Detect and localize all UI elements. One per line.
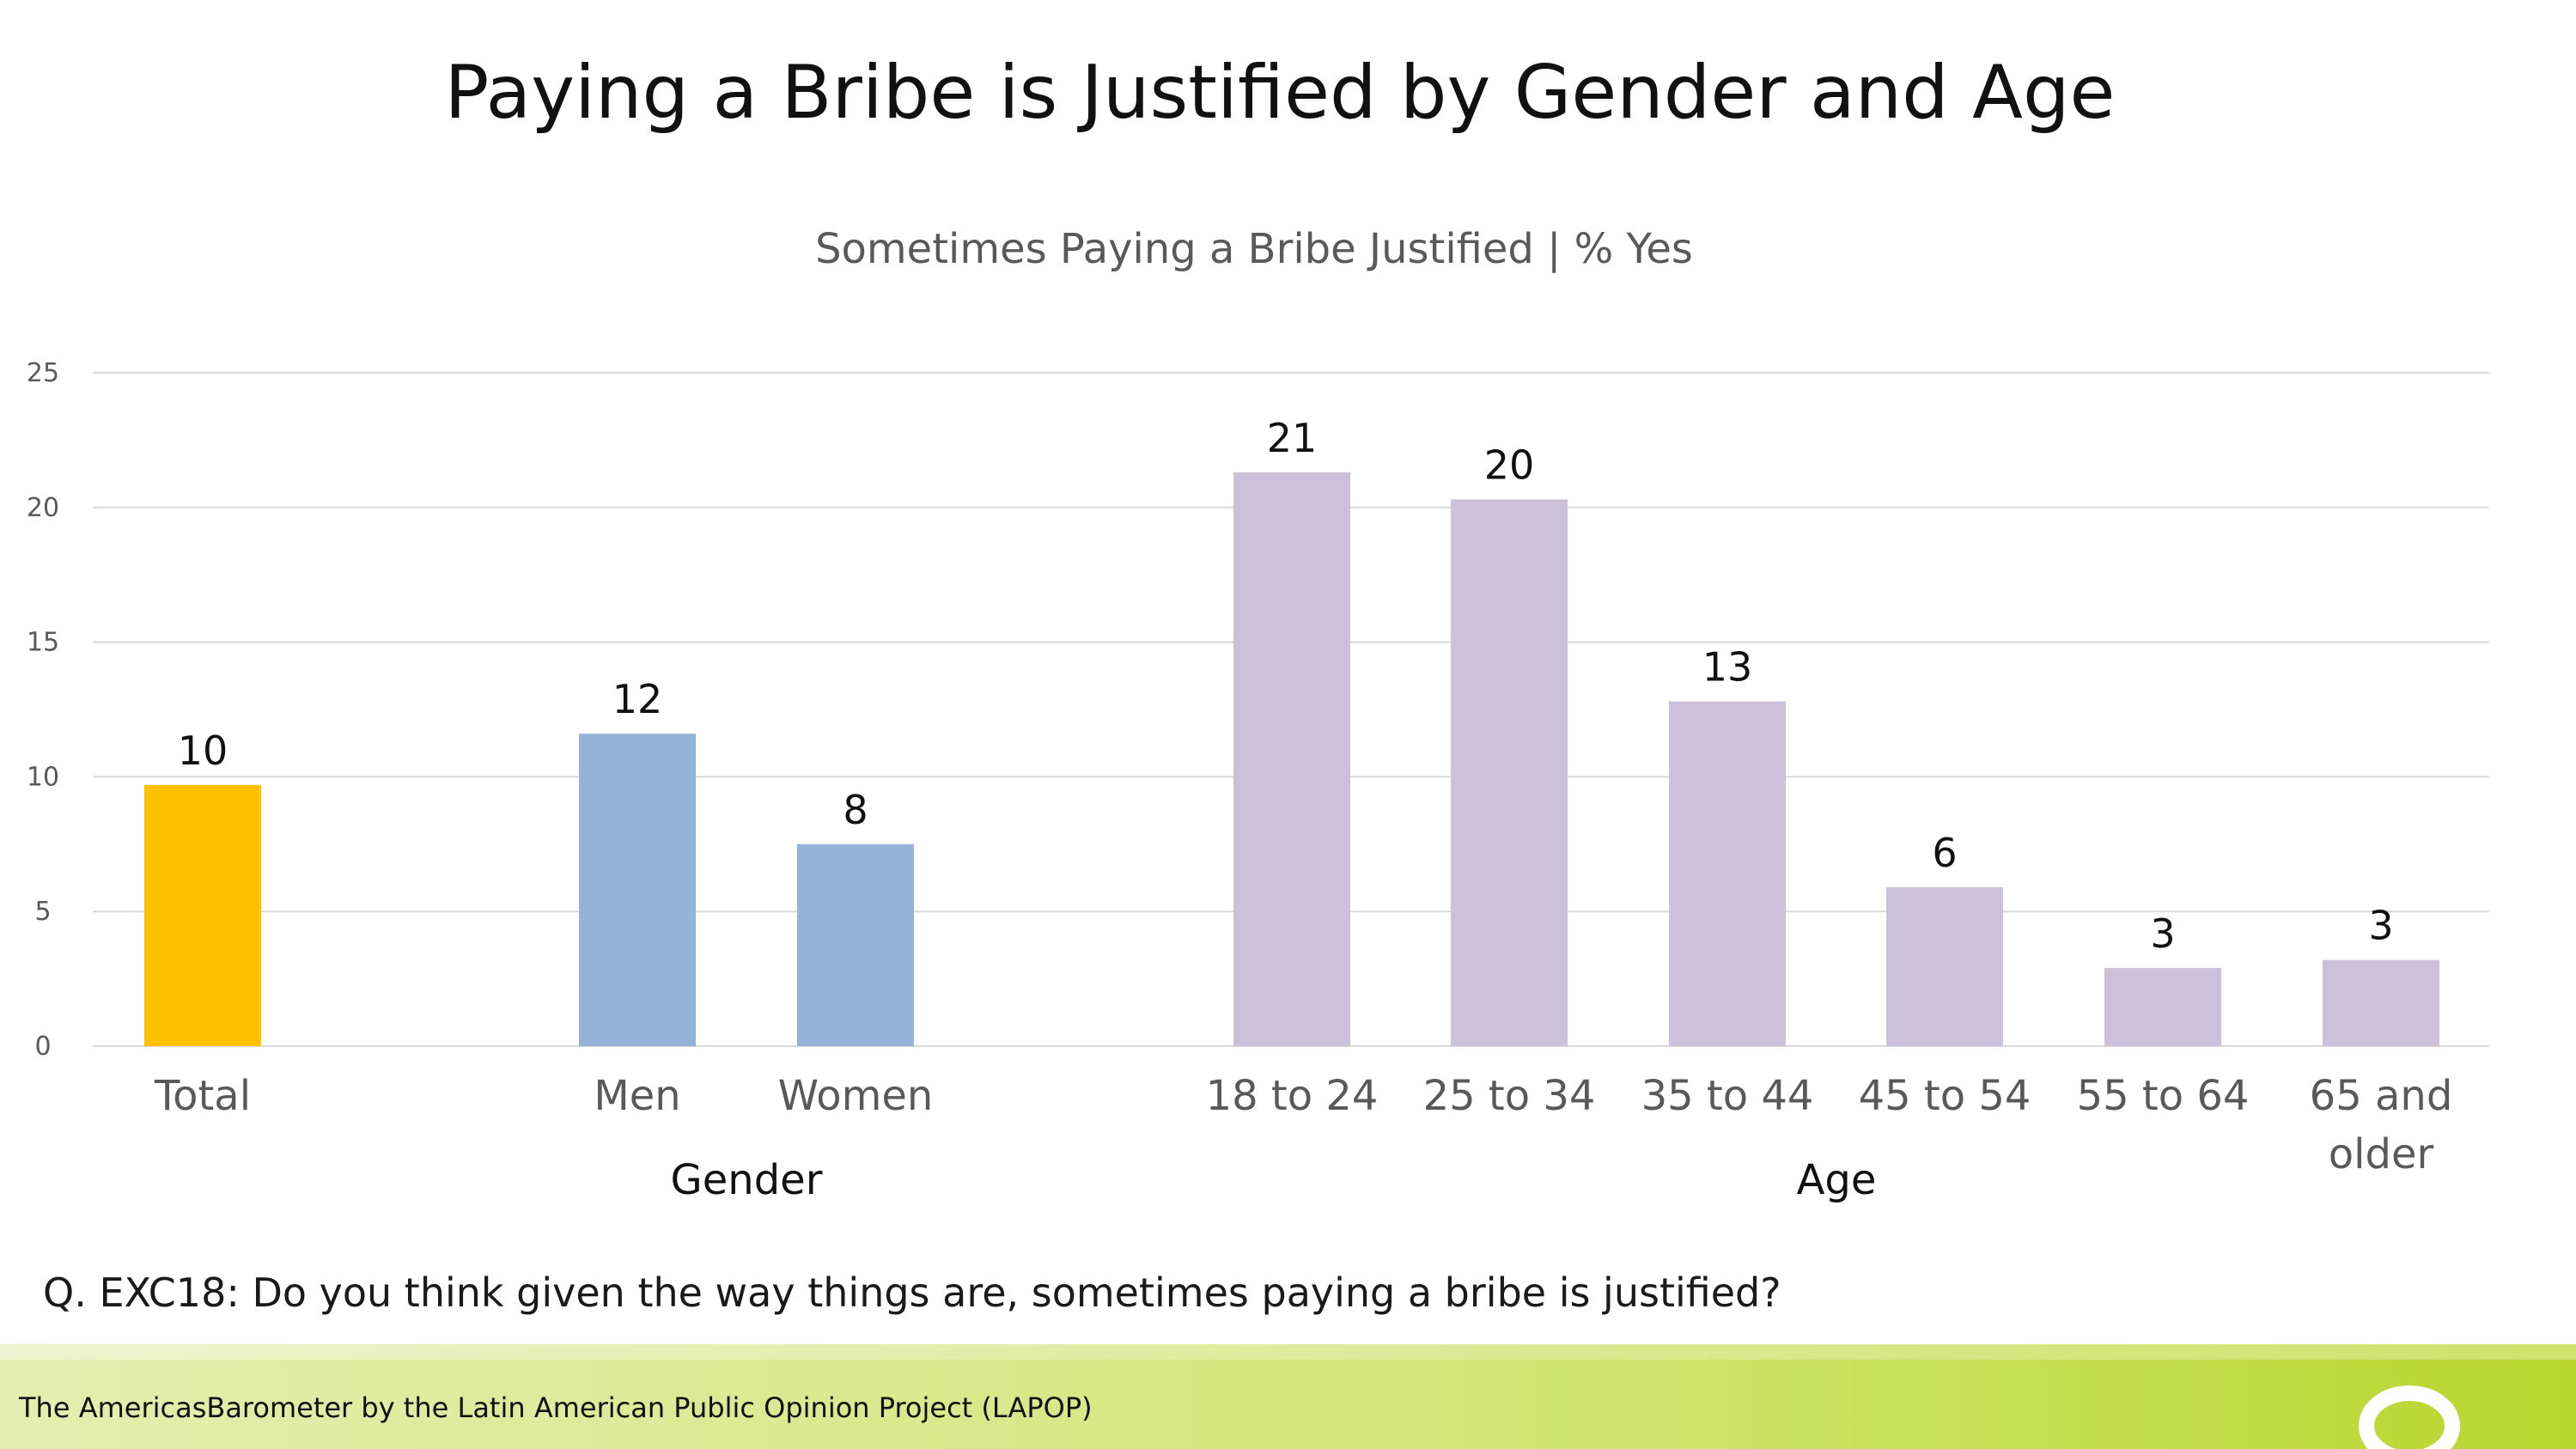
bar [1233, 472, 1350, 1046]
footer-bar [0, 1344, 2576, 1449]
data-label: 20 [1484, 441, 1535, 488]
x-tick-label: 55 to 64 [2077, 1072, 2250, 1120]
survey-question: Q. EXC18: Do you think given the way thi… [43, 1269, 1781, 1316]
y-tick-label: 0 [34, 1032, 51, 1062]
y-tick-label: 25 [27, 358, 59, 388]
bar [579, 734, 696, 1046]
slide-title: Paying a Bribe is Justified by Gender an… [444, 50, 2116, 136]
x-tick-label: Men [594, 1072, 680, 1120]
x-tick-label: Total [154, 1072, 251, 1120]
data-label: 6 [1932, 830, 1957, 876]
bar [1886, 886, 2003, 1046]
footer-strip [0, 1344, 2576, 1360]
bar [1669, 701, 1786, 1046]
y-tick-label: 15 [27, 628, 59, 658]
bar [1451, 499, 1568, 1046]
x-tick-label: 35 to 44 [1641, 1072, 1814, 1120]
x-tick-label: 18 to 24 [1206, 1072, 1379, 1120]
bar [2323, 959, 2439, 1046]
x-tick-label: 25 to 34 [1423, 1072, 1596, 1120]
data-label: 21 [1267, 415, 1318, 461]
bar-chart: 0 5 10 15 20 25 10 Total 12 Men 8 Women 21 18 to 24 20… [27, 358, 2489, 1204]
data-label: 10 [178, 728, 228, 774]
group-label: Gender [671, 1156, 823, 1204]
footer-text: The AmericasBarometer by the Latin Ameri… [19, 1391, 1093, 1424]
data-label: 8 [843, 787, 868, 833]
y-tick-label: 5 [34, 897, 51, 927]
bar [797, 843, 914, 1046]
x-tick-label: 65 and older [2310, 1072, 2453, 1178]
group-label: Age [1797, 1156, 1877, 1204]
data-label: 3 [2150, 910, 2175, 957]
bar [144, 784, 261, 1046]
x-tick-label: 45 to 54 [1859, 1072, 2031, 1120]
data-label: 13 [1702, 644, 1753, 691]
data-label: 3 [2368, 903, 2393, 949]
x-tick-label: Women [778, 1072, 934, 1120]
data-label: 12 [612, 676, 663, 722]
chart-subtitle: Sometimes Paying a Bribe Justified | % Y… [815, 225, 1693, 273]
lapop-ring-icon [2359, 1385, 2460, 1449]
bar [2104, 968, 2221, 1046]
y-tick-label: 10 [27, 762, 59, 792]
y-tick-label: 20 [27, 493, 59, 523]
